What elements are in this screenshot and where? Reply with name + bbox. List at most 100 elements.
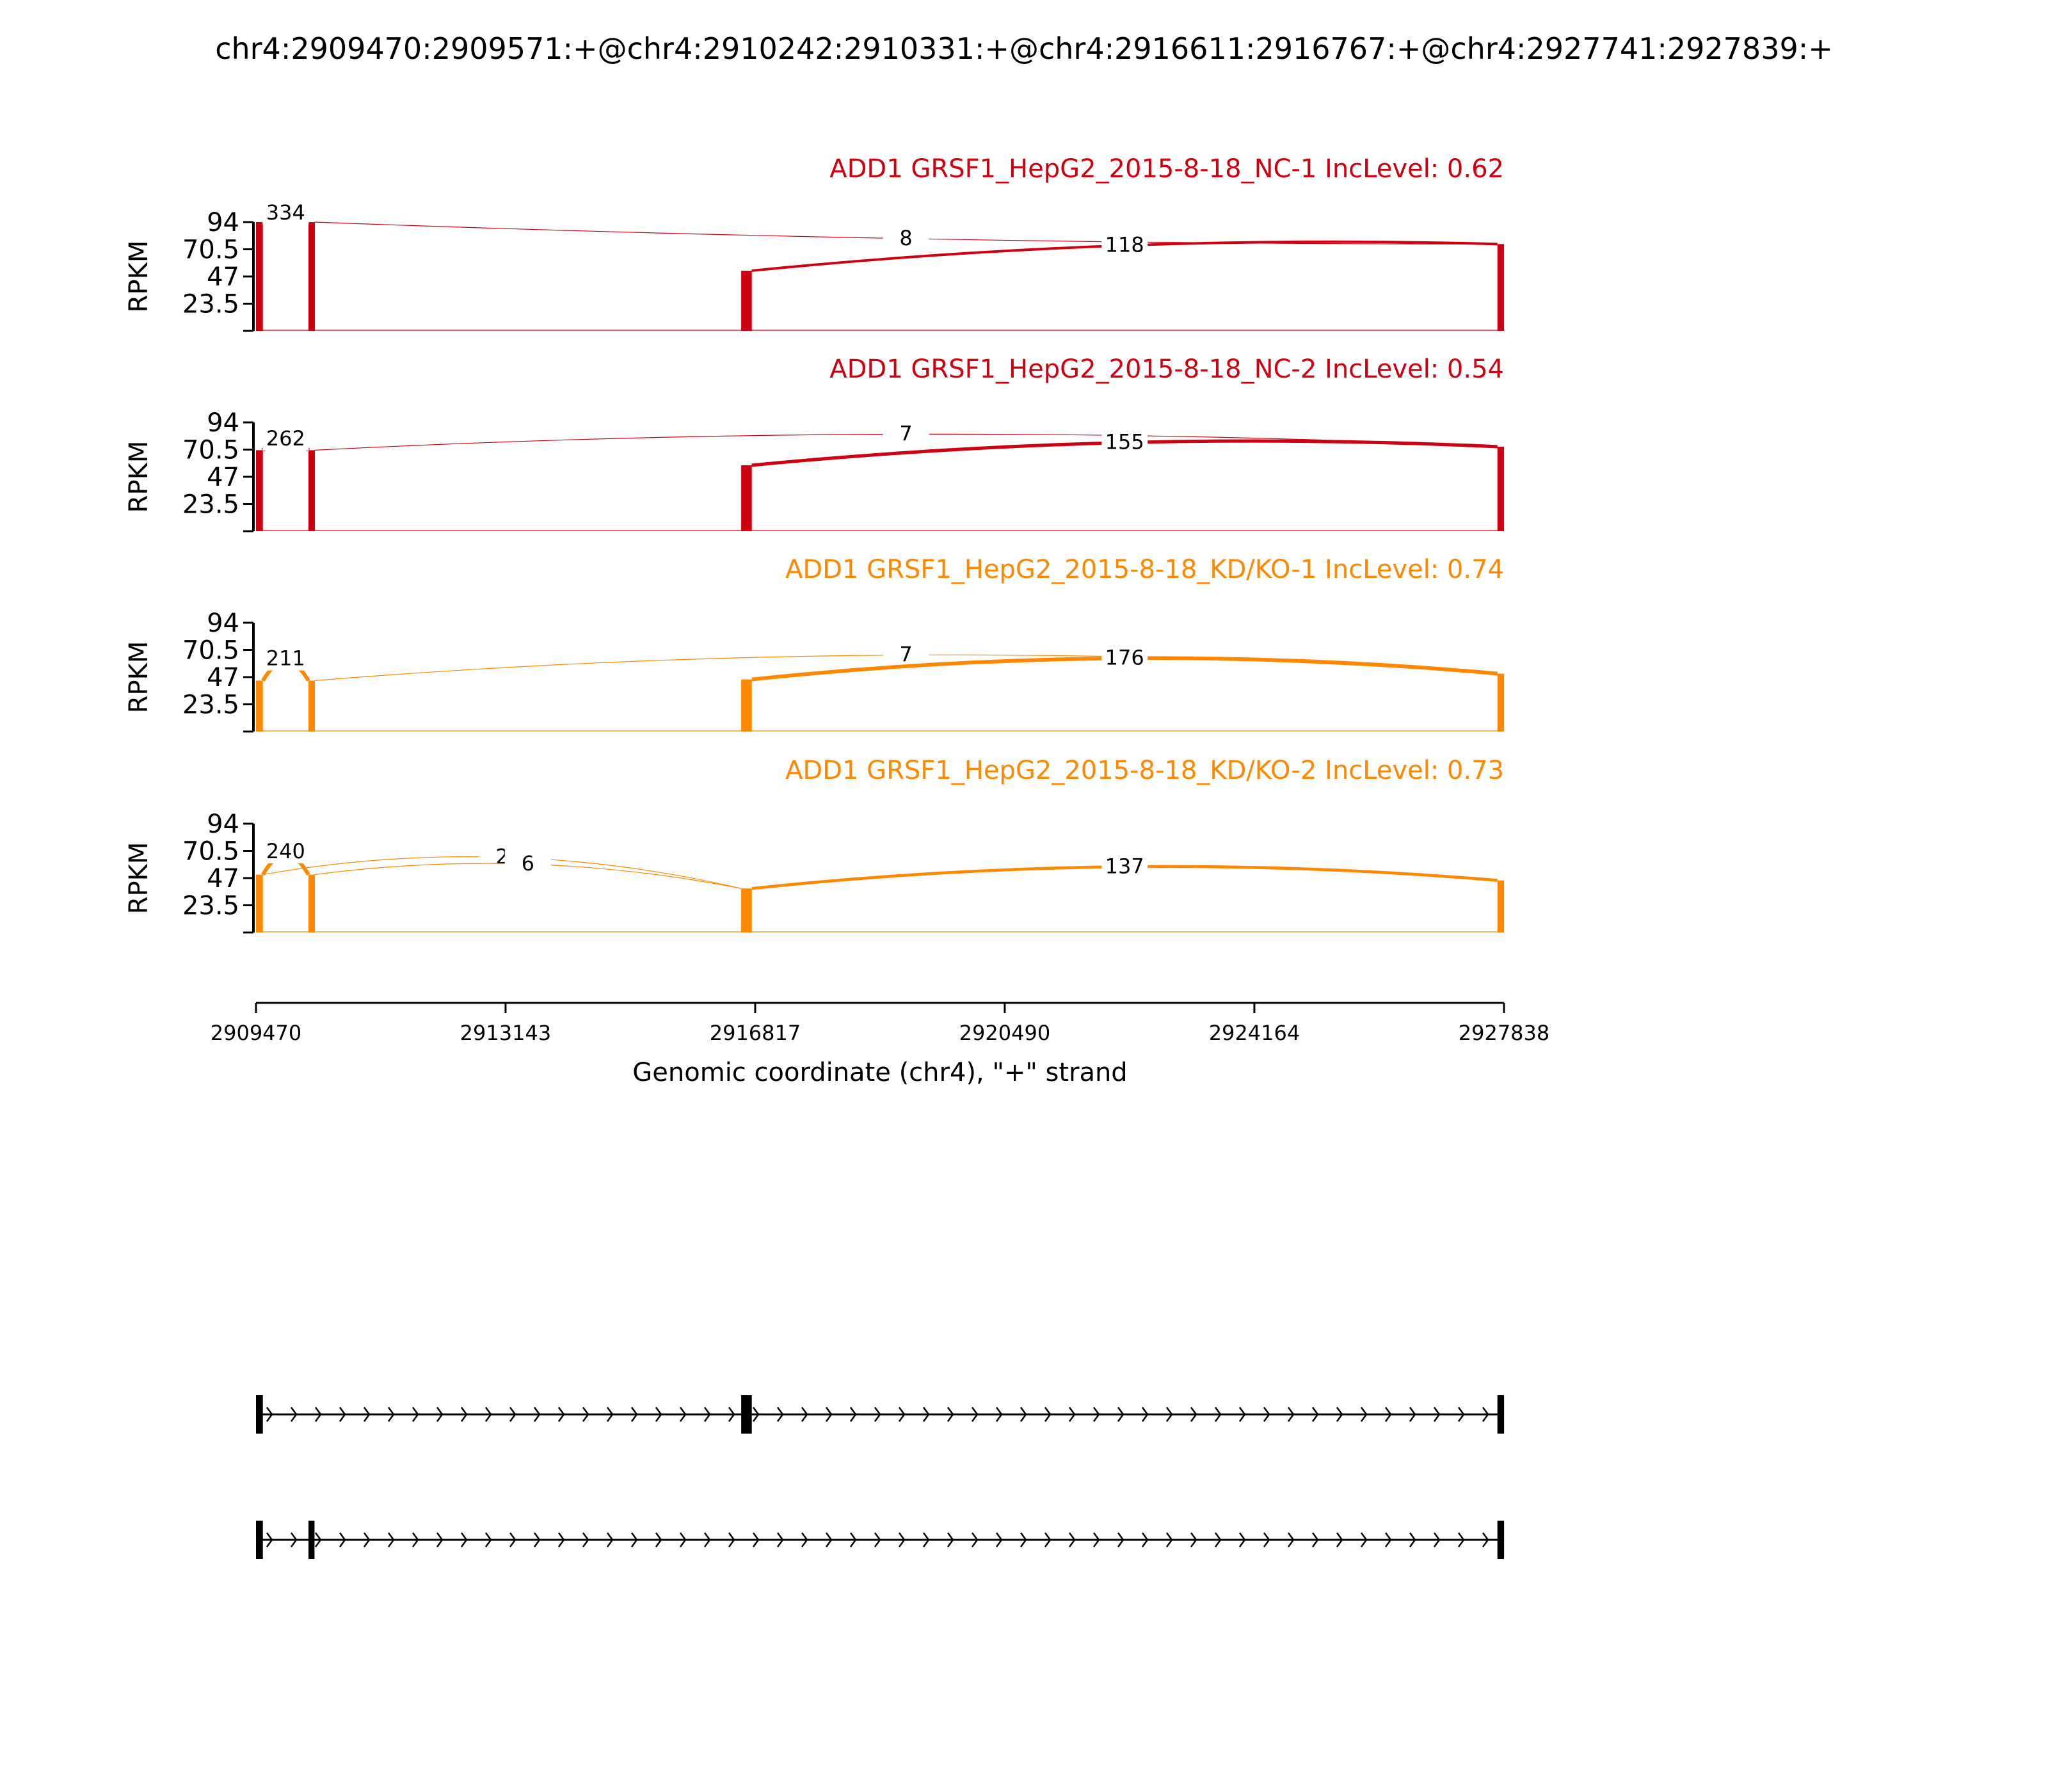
strand-chevron	[1482, 1532, 1489, 1548]
strand-chevron	[1457, 1532, 1465, 1548]
junction-count-bg	[883, 221, 929, 250]
strand-chevron	[971, 1532, 979, 1548]
y-axis-label: RPKM	[124, 241, 154, 313]
strand-chevron	[314, 1532, 322, 1548]
strand-chevron	[1141, 1532, 1149, 1548]
strand-chevron	[387, 1407, 395, 1422]
exon-coverage	[256, 222, 263, 331]
isoform-1	[256, 1395, 1505, 1434]
strand-chevron	[776, 1407, 784, 1422]
strand-chevron	[947, 1407, 954, 1422]
junction-count: 334	[266, 200, 305, 225]
track-label: ADD1 GRSF1_HepG2_2015-8-18_NC-2 IncLevel…	[829, 355, 1504, 384]
strand-chevron	[679, 1407, 687, 1422]
y-tick-label: 23.5	[182, 691, 239, 720]
x-tick-label: 2927838	[1459, 1021, 1550, 1045]
strand-chevron	[1214, 1532, 1222, 1548]
strand-chevron	[1141, 1407, 1149, 1422]
strand-chevron	[1409, 1532, 1416, 1548]
junction-count: 262	[266, 426, 305, 451]
strand-chevron	[1190, 1532, 1197, 1548]
strand-chevron	[995, 1532, 1003, 1548]
strand-chevron	[582, 1532, 589, 1548]
strand-chevron	[557, 1407, 565, 1422]
junction-count: 211	[266, 646, 305, 671]
junction-count: 240	[266, 839, 305, 863]
junction-count-bg	[1101, 426, 1148, 454]
junction-count-bg	[504, 847, 551, 876]
x-axis-label: Genomic coordinate (chr4), "+" strand	[632, 1058, 1127, 1087]
exon-coverage	[1497, 673, 1505, 732]
strand-chevron	[1117, 1532, 1124, 1548]
y-tick-label: 47	[207, 262, 239, 292]
exon-coverage	[1497, 244, 1505, 331]
exon-coverage	[741, 679, 752, 732]
strand-chevron	[460, 1532, 468, 1548]
exon-coverage	[1497, 446, 1505, 531]
strand-chevron	[1068, 1407, 1076, 1422]
y-tick-label: 47	[207, 663, 239, 692]
strand-chevron	[898, 1407, 906, 1422]
strand-chevron	[703, 1407, 711, 1422]
junction-count: 137	[1105, 854, 1144, 878]
strand-chevron	[728, 1532, 735, 1548]
strand-chevron	[582, 1407, 589, 1422]
strand-chevron	[825, 1407, 833, 1422]
strand-chevron	[533, 1407, 541, 1422]
exon-coverage	[741, 465, 752, 531]
strand-chevron	[1360, 1532, 1368, 1548]
strand-chevron	[436, 1407, 444, 1422]
y-tick-label: 23.5	[182, 892, 239, 921]
junction-count-bg	[262, 835, 309, 863]
exon-block	[741, 1395, 752, 1434]
strand-chevron	[630, 1407, 638, 1422]
strand-chevron	[1190, 1407, 1197, 1422]
junction-count: 118	[1105, 233, 1144, 257]
junction-count-bg	[1101, 641, 1148, 670]
junction-count-bg	[1101, 850, 1148, 879]
exon-coverage	[741, 270, 752, 331]
strand-chevron	[679, 1532, 687, 1548]
strand-chevron	[339, 1407, 346, 1422]
strand-chevron	[557, 1532, 565, 1548]
strand-chevron	[1044, 1532, 1052, 1548]
exon-coverage	[308, 874, 315, 932]
y-tick-label: 94	[207, 609, 239, 638]
strand-chevron	[1044, 1407, 1052, 1422]
junction-count-bg	[262, 642, 309, 671]
y-tick-label: 70.5	[182, 837, 239, 867]
strand-chevron	[1287, 1407, 1295, 1422]
strand-chevron	[436, 1532, 444, 1548]
strand-chevron	[995, 1407, 1003, 1422]
strand-chevron	[484, 1532, 492, 1548]
strand-chevron	[1214, 1407, 1222, 1422]
strand-chevron	[412, 1532, 419, 1548]
strand-chevron	[898, 1532, 906, 1548]
strand-chevron	[801, 1407, 808, 1422]
strand-chevron	[363, 1407, 371, 1422]
strand-chevron	[752, 1532, 760, 1548]
strand-chevron	[922, 1532, 930, 1548]
strand-chevron	[266, 1532, 273, 1548]
exon-block	[1497, 1521, 1505, 1559]
strand-chevron	[752, 1407, 760, 1422]
strand-chevron	[314, 1407, 322, 1422]
strand-chevron	[1336, 1407, 1343, 1422]
y-tick-label: 47	[207, 463, 239, 492]
strand-chevron	[874, 1407, 881, 1422]
exon-coverage	[308, 680, 315, 732]
y-axis-label: RPKM	[124, 641, 154, 714]
y-tick-label: 70.5	[182, 236, 239, 265]
junction-count-bg	[883, 638, 929, 667]
y-tick-label: 23.5	[182, 290, 239, 319]
strand-chevron	[606, 1532, 614, 1548]
strand-chevron	[1409, 1407, 1416, 1422]
exon-block	[256, 1521, 263, 1559]
junction-count: 176	[1105, 646, 1144, 670]
strand-chevron	[801, 1532, 808, 1548]
junction-count: 155	[1105, 430, 1144, 454]
